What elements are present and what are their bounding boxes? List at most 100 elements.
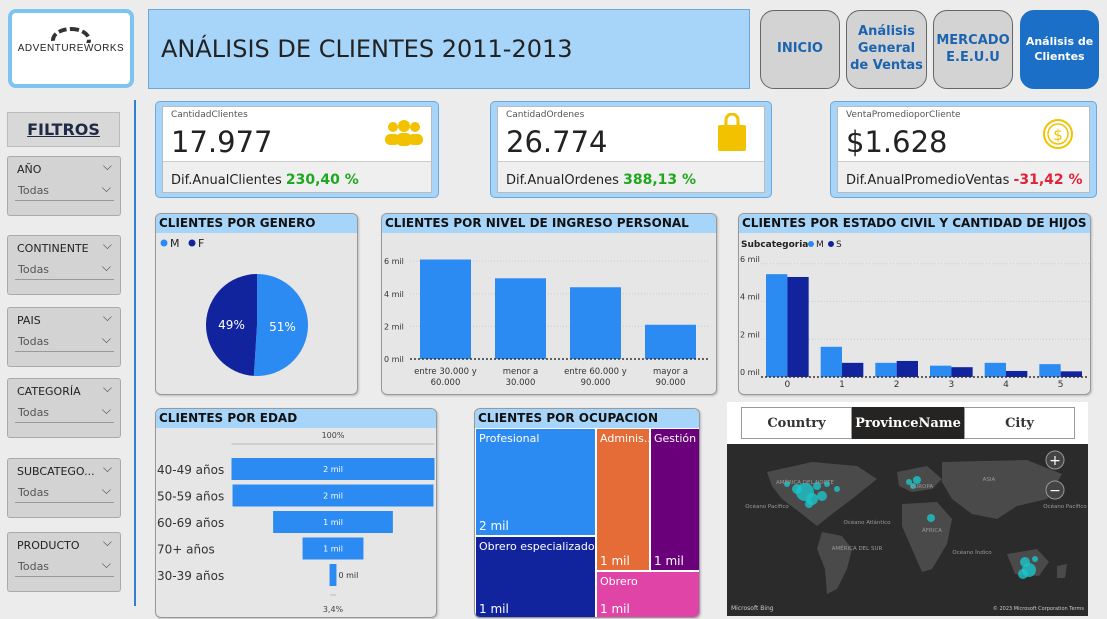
bar-S-5 — [1060, 371, 1082, 377]
funnel-value-label: 1 mil — [323, 545, 343, 554]
filter-5[interactable]: PRODUCTO ⌵ Todas ⌵ — [7, 532, 121, 592]
map-tab-city[interactable]: City — [964, 407, 1075, 439]
zoom-out-button[interactable]: − — [1045, 480, 1065, 500]
world-map[interactable]: AMÉRICA DEL NORTE EUROPA ASIA Océano Pacífi… — [727, 444, 1088, 616]
filter-select[interactable]: Todas ⌵ — [15, 403, 114, 423]
map-region-label: Océano Índico — [952, 549, 992, 556]
treemap-cell-4[interactable]: Obrero 1 mil — [596, 571, 699, 617]
xtick-label: 60.000 — [431, 378, 461, 388]
xtick-label: 5 — [1058, 380, 1064, 390]
filter-2[interactable]: PAIS ⌵ Todas ⌵ — [7, 307, 121, 367]
treemap-cell-value: 1 mil — [600, 602, 630, 616]
treemap-cell-0[interactable]: Profesional 2 mil — [475, 428, 596, 536]
ytick-label: 6 mil — [384, 257, 404, 266]
funnel-bar-3 — [302, 537, 364, 560]
filter-3[interactable]: CATEGORÍA ⌵ Todas ⌵ — [7, 378, 121, 438]
map-region-label: ÁFRICA — [922, 527, 942, 534]
filter-select[interactable]: Todas ⌵ — [15, 332, 114, 352]
chevron-down-icon[interactable]: ⌵ — [101, 332, 111, 346]
xtick-label: 90.000 — [656, 378, 686, 388]
funnel-category-label: 40-49 años — [157, 463, 224, 477]
bar-1 — [495, 278, 546, 359]
map-tab-country[interactable]: Country — [741, 407, 852, 439]
filter-select[interactable]: Todas ⌵ — [15, 483, 114, 503]
bar-M-3 — [930, 365, 952, 377]
ytick-label: 4 mil — [384, 290, 404, 299]
chevron-down-icon[interactable]: ⌵ — [102, 159, 112, 173]
filter-select[interactable]: Todas ⌵ — [15, 260, 114, 280]
logo: ADVENTUREWORKS — [8, 9, 134, 88]
chevron-down-icon[interactable]: ⌵ — [101, 260, 111, 274]
treemap-cell-name: Adminis... — [600, 432, 650, 445]
kpi-diff-label: Dif.AnualClientes — [171, 173, 282, 188]
svg-text:$: $ — [1053, 126, 1063, 144]
zoom-in-button[interactable]: + — [1045, 450, 1065, 470]
funnel-category-label: 50-59 años — [157, 490, 224, 504]
filters-title: FILTROS — [7, 112, 120, 147]
chevron-down-icon[interactable]: ⌵ — [101, 181, 111, 195]
chevron-down-icon[interactable]: ⌵ — [102, 535, 112, 549]
chevron-down-icon[interactable]: ⌵ — [102, 238, 112, 252]
map-bubble-10 — [913, 476, 921, 484]
legend-label-M: M — [816, 240, 824, 250]
pie-slice-M — [253, 274, 308, 376]
age-chart-panel: CLIENTES POR EDAD 100% 40-49 años 2 mil 50-… — [155, 408, 437, 618]
treemap-cell-2[interactable]: Adminis... 1 mil — [596, 428, 650, 571]
nav-mercado-button[interactable]: MERCADO E.E.U.U — [933, 10, 1013, 89]
pie-slice-F — [205, 274, 257, 376]
nav-analisis-general-button[interactable]: Análisis General de Ventas — [846, 10, 927, 89]
bar-S-1 — [842, 362, 864, 377]
filter-1[interactable]: CONTINENTE ⌵ Todas ⌵ — [7, 235, 121, 295]
nav-analisis-clientes-button[interactable]: Análisis de Clientes — [1020, 10, 1099, 89]
age-chart-title: CLIENTES POR EDAD — [156, 409, 436, 428]
ytick-label: 6 mil — [740, 255, 760, 264]
filter-label: CONTINENTE — [17, 242, 89, 255]
treemap-cell-1[interactable]: Obrero especializado 1 mil — [475, 536, 596, 617]
treemap-cell-3[interactable]: Gestión 1 mil — [650, 428, 699, 571]
map-attribution: © 2023 Microsoft Corporation Terms — [993, 605, 1084, 612]
bar-2 — [570, 287, 621, 359]
treemap-cell-value: 2 mil — [479, 519, 509, 533]
map-region-label: AMÉRICA DEL SUR — [832, 544, 883, 552]
chevron-down-icon[interactable]: ⌵ — [102, 381, 112, 395]
filter-select[interactable]: Todas ⌵ — [15, 181, 114, 201]
funnel-value-label: 1 mil — [323, 518, 343, 527]
map-bubble-3 — [813, 482, 821, 490]
filter-value: Todas — [18, 560, 50, 573]
kpi-value: 26.774 — [506, 125, 608, 159]
kpi-diff-value: -31,42 % — [1013, 172, 1083, 188]
income-bar-chart: 0 mil 2 mil 4 mil 6 mil entre 30.000 y60.000… — [384, 257, 710, 388]
kpi-diff-value: 388,13 % — [623, 172, 697, 188]
map-tab-provincename[interactable]: ProvinceName — [852, 407, 964, 439]
map-region-label: AMÉRICA DEL NORTE — [776, 478, 835, 486]
xtick-label: 30.000 — [506, 378, 536, 388]
nav-inicio-button[interactable]: INICIO — [760, 10, 840, 89]
map-bubble-12 — [927, 514, 935, 522]
filter-select[interactable]: Todas ⌵ — [15, 557, 114, 577]
map-region-label: Océano Pacífico — [745, 503, 789, 510]
chevron-down-icon[interactable]: ⌵ — [101, 483, 111, 497]
ytick-label: 2 mil — [384, 322, 404, 331]
chevron-down-icon[interactable]: ⌵ — [102, 310, 112, 324]
legend-dot-F — [188, 239, 196, 247]
kpi-card-0: CantidadClientes 17.977 Dif.AnualCliente… — [155, 101, 439, 198]
map-bubble-16 — [1032, 556, 1038, 562]
map-bubble-5 — [805, 500, 813, 508]
ytick-label: 0 mil — [384, 355, 404, 364]
chevron-down-icon[interactable]: ⌵ — [101, 557, 111, 571]
map-bubble-4 — [824, 481, 830, 487]
funnel-bar-1 — [232, 484, 434, 507]
logo-text: ADVENTUREWORKS — [15, 43, 127, 54]
xtick-label: menor a — [503, 367, 539, 377]
funnel-category-label: 30-39 años — [157, 569, 224, 583]
chevron-down-icon[interactable]: ⌵ — [101, 403, 111, 417]
map-bubble-8 — [834, 486, 840, 492]
occupation-chart-panel: CLIENTES POR OCUPACION Profesional 2 mil O… — [474, 408, 700, 618]
chevron-down-icon[interactable]: ⌵ — [102, 461, 112, 475]
kpi-diff-label: Dif.AnualOrdenes — [506, 173, 619, 188]
filter-4[interactable]: SUBCATEGO... ⌵ Todas ⌵ — [7, 458, 121, 518]
filter-value: Todas — [18, 406, 50, 419]
filter-0[interactable]: AÑO ⌵ Todas ⌵ — [7, 156, 121, 216]
kpi-diff: Dif.AnualOrdenes 388,13 % — [506, 172, 696, 188]
